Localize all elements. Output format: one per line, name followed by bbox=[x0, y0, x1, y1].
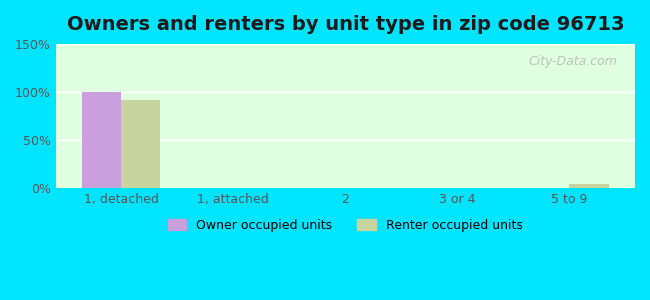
Title: Owners and renters by unit type in zip code 96713: Owners and renters by unit type in zip c… bbox=[66, 15, 624, 34]
Text: City-Data.com: City-Data.com bbox=[528, 56, 618, 68]
Bar bbox=[82, 92, 122, 188]
Legend: Owner occupied units, Renter occupied units: Owner occupied units, Renter occupied un… bbox=[162, 214, 528, 237]
Bar bbox=[122, 100, 161, 188]
Bar bbox=[569, 184, 608, 188]
